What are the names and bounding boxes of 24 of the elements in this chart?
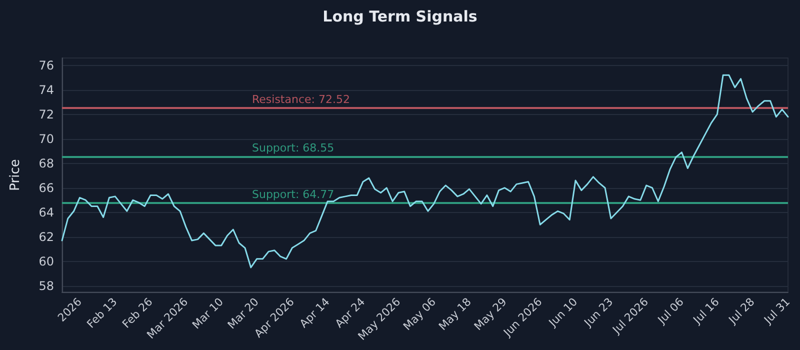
y-tick-label: 68 bbox=[38, 156, 54, 170]
ref-line-label: Resistance: 72.52 bbox=[252, 92, 350, 106]
y-tick-label: 58 bbox=[38, 278, 54, 293]
y-tick-label: 64 bbox=[38, 205, 54, 220]
x-tick-label: Jul 31 bbox=[760, 295, 793, 328]
y-tick-label: 62 bbox=[38, 230, 54, 244]
line-series bbox=[61, 74, 789, 268]
y-tick-label: 60 bbox=[38, 254, 54, 268]
x-tick-label: Apr 14 bbox=[297, 295, 332, 330]
x-tick-label: Jul 06 bbox=[654, 295, 686, 328]
y-tick-label: 66 bbox=[38, 180, 54, 195]
y-tick-label: 76 bbox=[38, 58, 54, 72]
x-tick-label: Mar 10 bbox=[190, 295, 226, 332]
x-tick-label: Jul 28 bbox=[726, 295, 758, 328]
y-tick-label: 72 bbox=[38, 107, 54, 122]
ref-line-label: Support: 68.55 bbox=[252, 142, 334, 155]
y-axis-title: Price bbox=[8, 159, 23, 191]
ref-line-label: Support: 64.77 bbox=[252, 188, 334, 201]
x-tick-label: Feb 13 bbox=[84, 295, 120, 331]
y-tick-label: 70 bbox=[38, 132, 54, 146]
y-tick-label: 74 bbox=[38, 82, 54, 97]
x-tick-label: Jul 16 bbox=[690, 295, 722, 328]
x-tick-label: Jun 10 bbox=[546, 295, 580, 330]
chart-title: Long Term Signals bbox=[322, 8, 478, 26]
